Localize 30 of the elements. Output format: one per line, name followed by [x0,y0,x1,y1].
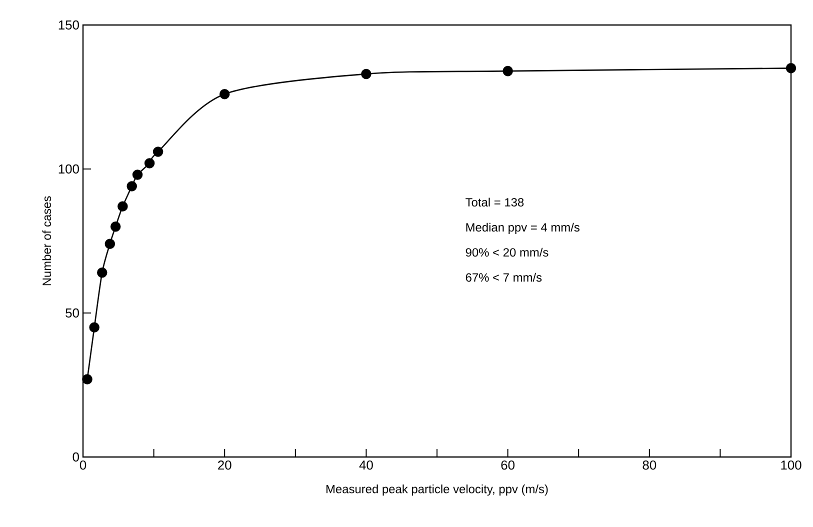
point [82,374,92,384]
annotation: Total = 138 [466,198,524,207]
point [502,66,513,76]
point [110,221,121,232]
point [361,68,372,80]
point [132,170,143,180]
point [118,201,128,212]
y-tick-label: 150 [58,20,79,30]
annotation: 67% < 7 mm/s [466,272,542,282]
point [786,63,796,74]
x-tick-label: 80 [642,460,656,470]
x-tick-label: 0 [80,460,86,470]
x-tick-label: 40 [359,460,373,470]
point [144,158,155,168]
point [152,146,164,157]
point [89,322,100,333]
x-axis-title: Measured peak particle velocity, ppv (m/s) [326,484,548,496]
point [126,181,137,192]
x-tick-label: 100 [781,460,802,470]
annotation: 90% < 20 mm/s [466,248,548,257]
annotation: Median ppv = 4 mm/s [466,222,580,234]
point [219,88,230,100]
x-tick-label: 20 [218,460,232,470]
x-tick-label: 60 [501,460,515,470]
y-tick-label: 0 [72,452,79,462]
y-tick-label: 50 [66,308,79,318]
point [96,268,108,278]
point [104,238,116,249]
y-axis-title: Number of cases [42,196,52,286]
y-tick-label: 100 [58,164,79,174]
